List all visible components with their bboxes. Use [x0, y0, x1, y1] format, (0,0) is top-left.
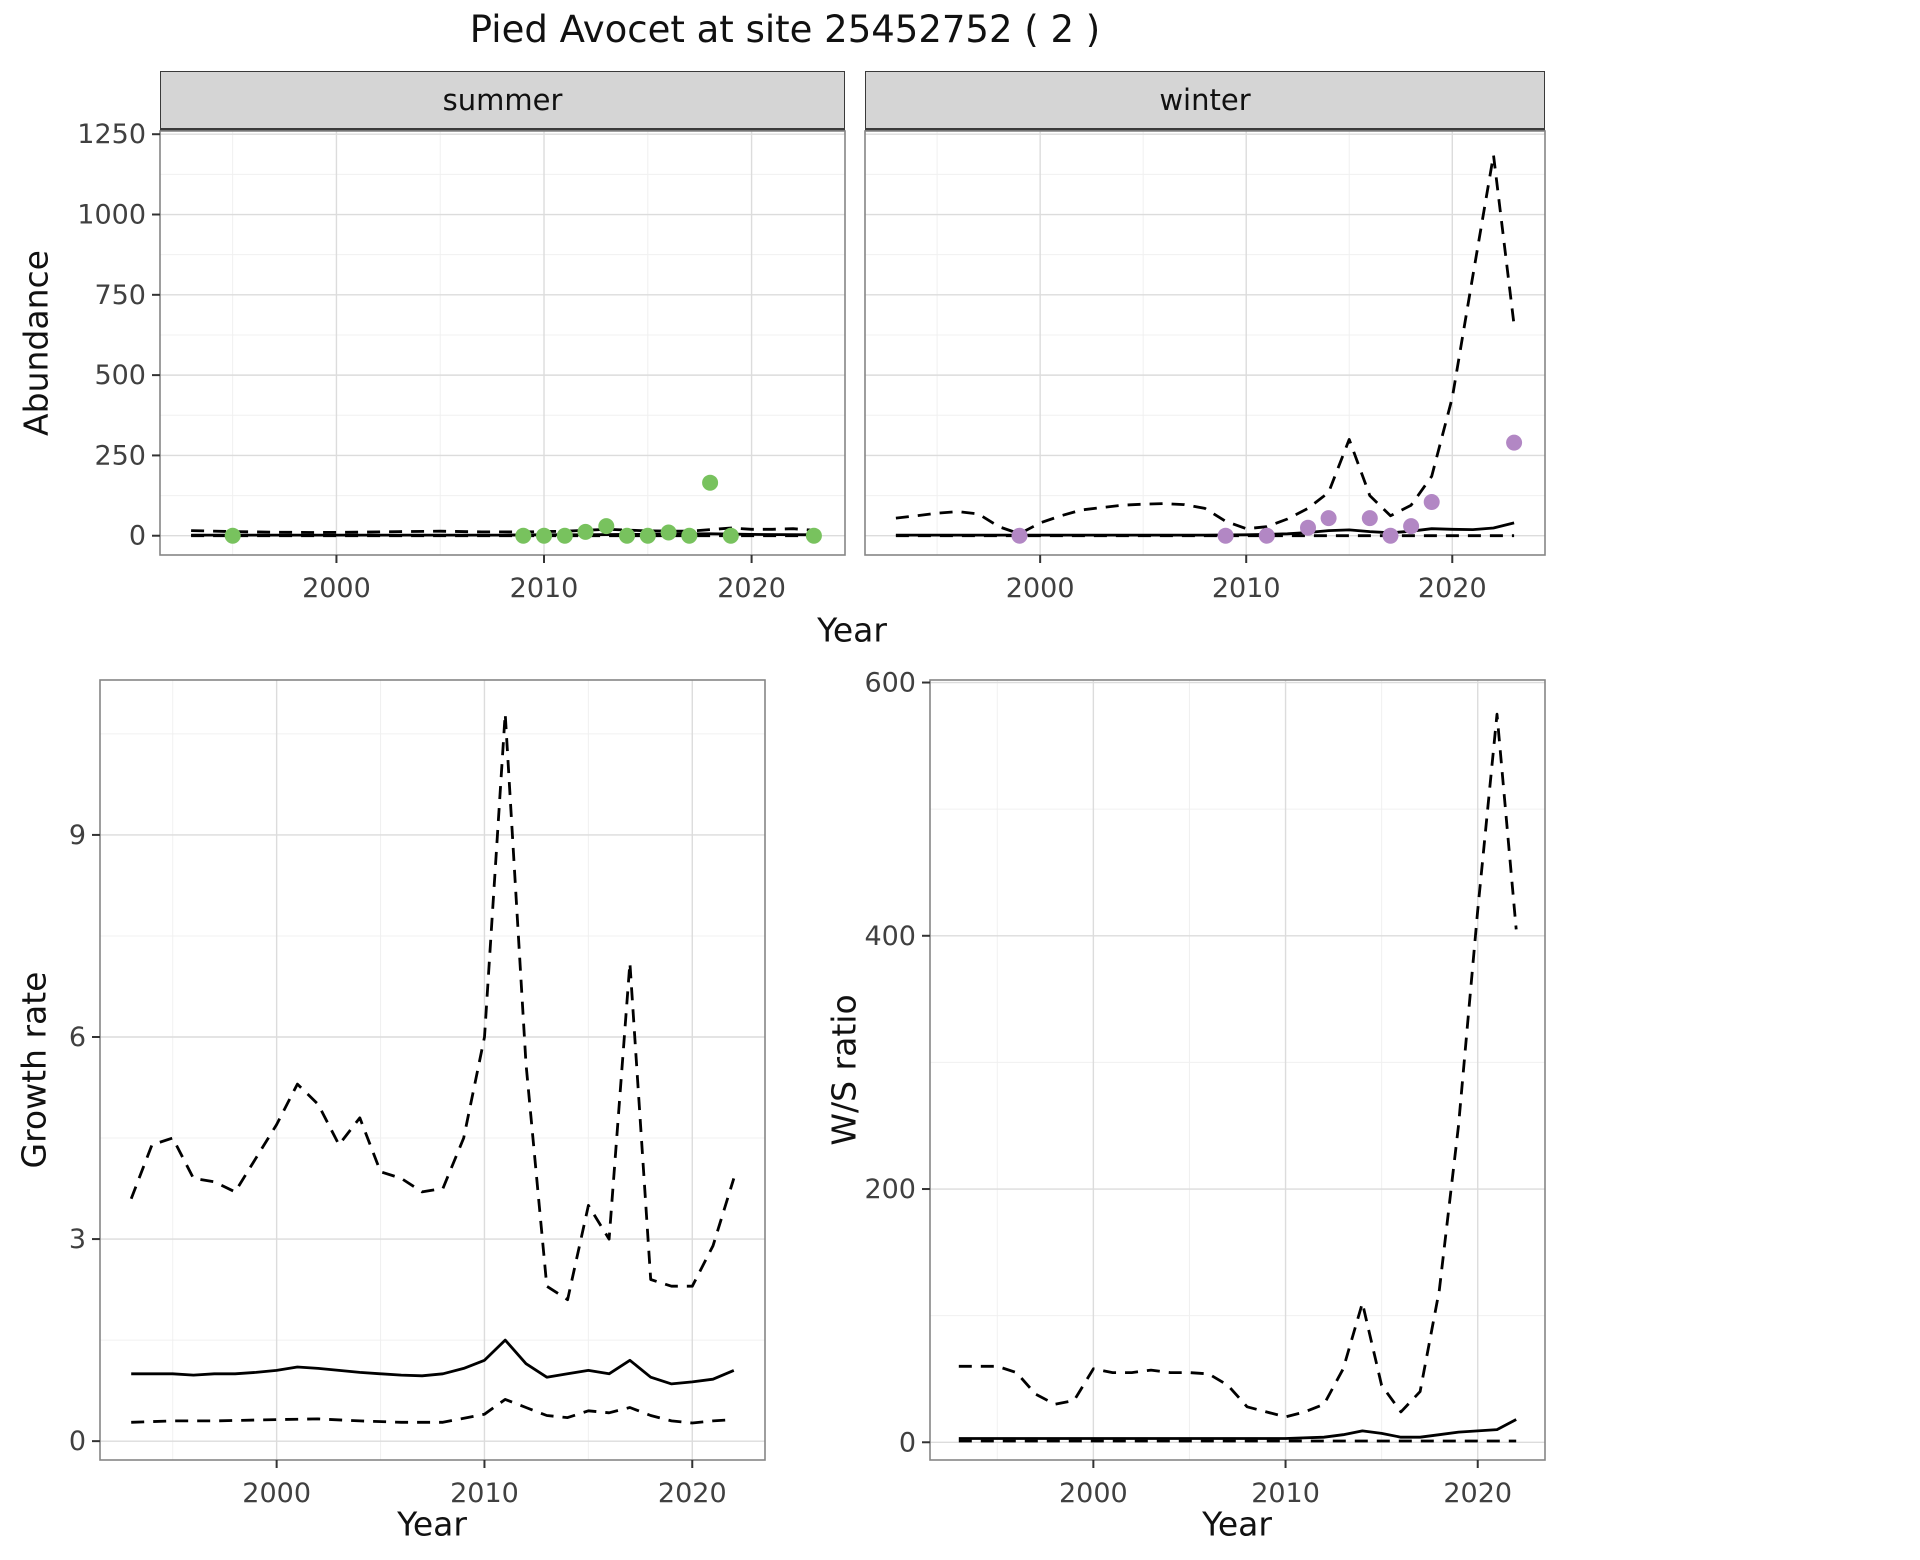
data-point: [1300, 519, 1316, 536]
x-tick-label: 2010: [1251, 1478, 1320, 1509]
facet-strip-summer: summer: [160, 71, 845, 131]
series-fit: [958, 1418, 1517, 1440]
x-tick-label: 2000: [302, 573, 371, 604]
data-point: [805, 527, 822, 544]
ws-ratio-chart: 2000 2010 2020 0 200 400 600: [864, 668, 1546, 1509]
x-tick-label: 2010: [450, 1478, 519, 1509]
chart-title: Pied Avocet at site 25452752 ( 2 ): [469, 8, 1101, 51]
data-point: [577, 523, 594, 540]
data-point: [1011, 527, 1028, 544]
panel-border: [159, 130, 846, 556]
y-tick-label: 6: [69, 1022, 86, 1053]
growth-xaxis-title: Year: [397, 1504, 467, 1544]
series-fit: [131, 1338, 735, 1386]
y-tick-label: 200: [864, 1174, 916, 1205]
data-point: [1258, 527, 1275, 544]
series-group: [895, 153, 1523, 544]
y-tick-label: 250: [94, 440, 146, 471]
data-point: [1361, 510, 1378, 527]
y-tick-label: 600: [864, 668, 916, 699]
abundance-axis-title: Abundance: [16, 250, 56, 436]
y-tick-label: 500: [94, 360, 146, 391]
series-lower_ci: [131, 1398, 734, 1425]
y-tick-label: 750: [94, 280, 146, 311]
data-point: [1423, 494, 1440, 510]
series-group: [129, 712, 736, 1425]
y-tick-label: 0: [899, 1427, 916, 1458]
series-upper_ci: [191, 526, 815, 534]
panel-border: [99, 679, 766, 1461]
data-point: [660, 524, 677, 541]
data-point: [1320, 510, 1337, 527]
data-point: [515, 527, 532, 544]
panel-background: [160, 131, 845, 555]
series-fit: [895, 521, 1515, 537]
x-tick-label: 2020: [717, 573, 786, 604]
panel-background: [100, 680, 765, 1460]
data-point: [536, 527, 552, 544]
y-tick-label: 9: [69, 820, 86, 851]
y-tick-label: 3: [69, 1224, 86, 1255]
ws-xaxis-title: Year: [1202, 1504, 1272, 1544]
panel-background: [930, 680, 1545, 1460]
x-tick-label: 2010: [510, 573, 579, 604]
data-point: [1403, 518, 1420, 535]
growth-rate-chart: 2000 2010 2020 0 3 6 9: [69, 679, 766, 1509]
x-tick-label: 2020: [1443, 1478, 1512, 1509]
y-tick-label: 1250: [77, 119, 146, 150]
series-upper_ci: [129, 712, 736, 1302]
x-tick-label: 2020: [658, 1478, 727, 1509]
panel-background: [865, 131, 1545, 555]
data-point: [702, 474, 719, 491]
data-point: [598, 518, 615, 535]
data-point: [639, 527, 656, 544]
top-xaxis-title: Year: [817, 610, 887, 650]
y-tick-label: 0: [129, 521, 146, 552]
data-point: [681, 527, 698, 544]
data-point: [722, 527, 739, 544]
series-group: [958, 712, 1518, 1443]
x-tick-label: 2000: [242, 1478, 311, 1509]
x-tick-label: 2000: [1006, 573, 1075, 604]
data-point: [1217, 527, 1234, 544]
facet-strip-winter: winter: [865, 71, 1545, 131]
y-tick-label: 1000: [77, 200, 146, 231]
y-tick-label: 0: [69, 1426, 86, 1457]
data-point: [1382, 527, 1399, 544]
x-tick-label: 2020: [1418, 573, 1487, 604]
panel-border: [929, 679, 1546, 1461]
x-tick-label: 2000: [1059, 1478, 1128, 1509]
abundance-winter-chart: 2000 2010 2020: [864, 130, 1546, 604]
data-point: [556, 527, 573, 544]
series-upper_ci: [958, 712, 1518, 1419]
data-point: [619, 527, 635, 544]
series-upper_ci: [895, 153, 1516, 536]
data-point: [1506, 434, 1523, 451]
series-group: [191, 474, 822, 544]
panel-border: [864, 130, 1546, 556]
data-point: [224, 527, 241, 544]
x-tick-label: 2010: [1212, 573, 1281, 604]
y-tick-label: 400: [864, 921, 916, 952]
abundance-summer-chart: 2000 2010 2020 0 250 500 750 1000 1250: [77, 119, 846, 604]
